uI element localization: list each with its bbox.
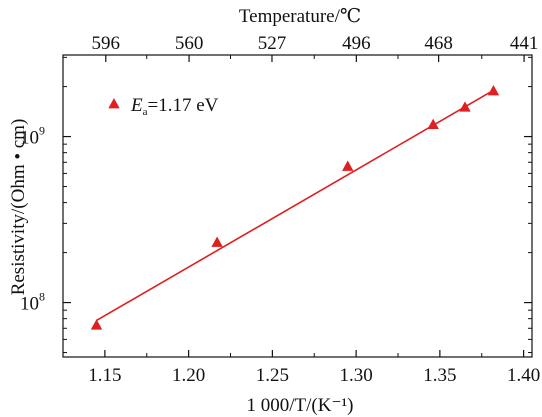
y-tick-label: 109 <box>20 124 45 149</box>
y-tick-label: 108 <box>20 290 45 315</box>
fit-line <box>96 89 494 322</box>
y-tick-base: 10 <box>20 128 39 149</box>
x-tick-label: 1.30 <box>340 365 373 386</box>
y-tick-exponent: 9 <box>39 124 45 138</box>
x-tick-label: 1.20 <box>172 365 205 386</box>
legend-subscript: a <box>143 106 148 118</box>
x-tick-label: 1.15 <box>88 365 121 386</box>
top-tick-label: 441 <box>510 33 539 54</box>
data-point <box>487 85 500 96</box>
top-axis-title: Temperature/℃ <box>239 6 361 27</box>
y-tick-base: 10 <box>20 294 39 315</box>
bottom-axis-ticks: 1.15 1.20 1.25 1.30 1.35 1.40 <box>88 55 540 386</box>
data-point <box>211 236 223 247</box>
plot-frame <box>62 54 533 358</box>
data-point <box>459 101 471 112</box>
data-point <box>90 319 103 330</box>
legend-symbol: E <box>130 95 143 116</box>
x-axis-title: 1 000/T/(K⁻¹) <box>246 395 353 416</box>
legend: Ea=1.17 eV <box>108 95 219 118</box>
data-point <box>427 118 439 129</box>
legend-value: =1.17 eV <box>148 95 219 116</box>
top-tick-label: 596 <box>92 33 121 54</box>
x-tick-label: 1.25 <box>256 365 289 386</box>
x-tick-label: 1.35 <box>423 365 456 386</box>
legend-label: Ea=1.17 eV <box>130 95 219 118</box>
legend-marker <box>108 98 120 109</box>
fit-layer <box>96 89 494 322</box>
top-tick-label: 468 <box>424 33 453 54</box>
points-layer <box>90 85 500 330</box>
x-tick-label: 1.40 <box>507 365 540 386</box>
top-tick-label: 527 <box>258 33 287 54</box>
data-point <box>342 160 354 171</box>
top-tick-label: 496 <box>342 33 371 54</box>
top-axis-ticks: 596 560 527 496 468 441 <box>92 33 539 62</box>
y-tick-exponent: 8 <box>39 290 45 304</box>
top-tick-label: 560 <box>175 33 204 54</box>
y-axis-title: Resistivity/(Ohm • cm) <box>8 119 29 296</box>
